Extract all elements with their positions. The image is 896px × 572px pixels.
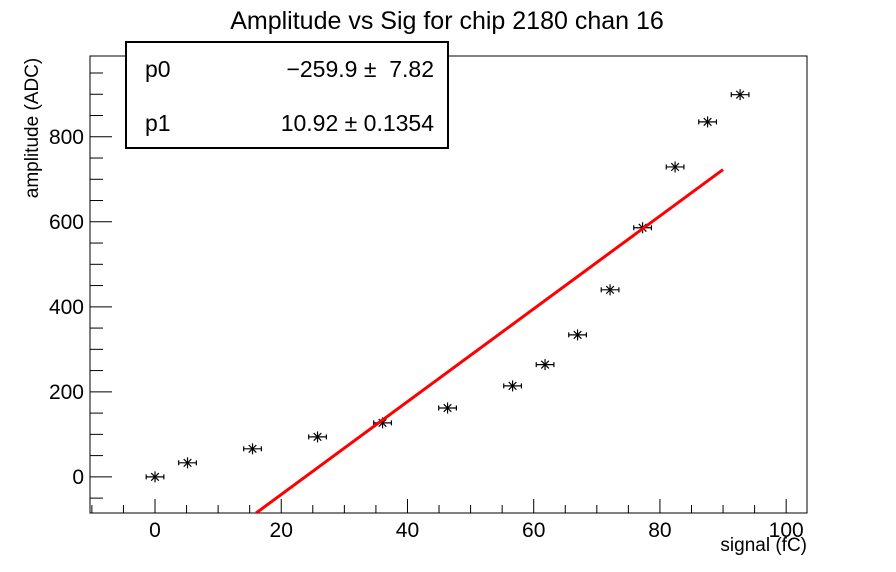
stats-box <box>125 41 449 149</box>
y-tick-label: 600 <box>49 211 84 234</box>
marker-spoke-diagonal <box>670 162 680 172</box>
marker-spoke-diagonal <box>378 418 387 428</box>
marker-spoke-diagonal <box>150 472 160 482</box>
x-tick-label: 80 <box>648 519 671 542</box>
stats-param-value: 10.92 ± 0.1354 <box>281 110 435 136</box>
y-tick-label: 400 <box>49 296 84 319</box>
x-tick-label: 100 <box>769 519 804 542</box>
data-point <box>600 284 620 296</box>
fit-line <box>255 168 724 515</box>
data-point <box>178 457 197 469</box>
y-tick-label: 0 <box>72 466 84 489</box>
data-point <box>568 329 588 341</box>
data-point <box>698 116 718 128</box>
x-tick-label: 20 <box>270 519 293 542</box>
data-point <box>145 471 165 483</box>
x-tick-label: 0 <box>149 519 161 542</box>
x-axis-title: signal (fC) <box>720 535 807 556</box>
y-axis-title: amplitude (ADC) <box>22 58 43 198</box>
marker-spoke-diagonal <box>540 360 550 369</box>
y-tick-label: 200 <box>49 381 84 404</box>
stats-param-value: −259.9 ± 7.82 <box>286 56 434 82</box>
marker-spoke-diagonal <box>605 285 615 295</box>
stats-param-name: p0 <box>145 56 171 82</box>
marker-spoke-diagonal <box>573 330 582 340</box>
data-point <box>308 431 327 443</box>
x-tick-label: 60 <box>522 519 545 542</box>
marker-spoke-diagonal <box>735 90 745 99</box>
marker-spoke-diagonal <box>508 381 517 391</box>
x-tick-label: 40 <box>396 519 419 542</box>
data-point <box>503 380 522 392</box>
chart-title: Amplitude vs Sig for chip 2180 chan 16 <box>230 7 664 35</box>
y-tick-label: 800 <box>49 126 84 149</box>
data-point <box>535 359 555 371</box>
data-point <box>665 161 685 173</box>
data-point <box>438 402 457 414</box>
data-point <box>243 443 262 455</box>
marker-spoke-diagonal <box>313 432 322 442</box>
marker-spoke-diagonal <box>443 403 452 413</box>
data-point <box>730 89 750 101</box>
marker-spoke-diagonal <box>703 117 712 127</box>
marker-spoke-diagonal <box>183 458 192 468</box>
stats-param-name: p1 <box>145 110 171 136</box>
marker-spoke-diagonal <box>248 444 257 454</box>
